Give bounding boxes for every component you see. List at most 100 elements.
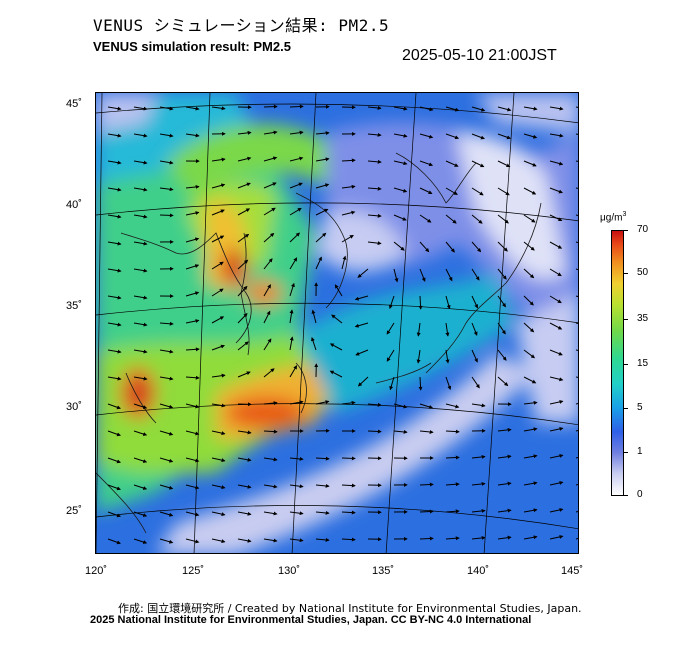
wind-arrow bbox=[133, 295, 148, 300]
lon-label-130: 130˚ bbox=[278, 565, 301, 577]
wind-arrow bbox=[393, 187, 408, 193]
wind-arrow bbox=[133, 457, 148, 463]
wind-arrow bbox=[133, 133, 148, 138]
wind-arrow bbox=[289, 207, 302, 216]
wind-arrow bbox=[357, 268, 369, 278]
wind-arrow bbox=[185, 457, 200, 463]
credit-japanese: 作成: 国立環境研究所 / Created by National Instit… bbox=[118, 602, 582, 615]
wind-arrow bbox=[497, 322, 506, 335]
wind-arrow bbox=[386, 349, 395, 362]
wind-arrow bbox=[416, 322, 421, 337]
lat-label-25: 25˚ bbox=[66, 505, 82, 517]
wind-arrow bbox=[497, 160, 511, 168]
wind-arrow bbox=[523, 481, 538, 486]
wind-arrow bbox=[315, 400, 330, 405]
wind-arrow bbox=[263, 457, 278, 462]
wind-arrow bbox=[445, 376, 452, 391]
wind-arrow bbox=[185, 264, 200, 270]
wind-arrow bbox=[185, 291, 200, 297]
wind-arrow bbox=[549, 535, 564, 540]
wind-arrow bbox=[471, 376, 480, 389]
wind-arrow bbox=[419, 509, 434, 514]
wind-arrow bbox=[211, 430, 226, 436]
wind-arrow bbox=[289, 538, 304, 543]
wind-arrow bbox=[237, 538, 252, 543]
wind-arrow bbox=[523, 160, 537, 167]
wind-arrow bbox=[445, 106, 460, 112]
wind-arrow bbox=[185, 211, 200, 216]
wind-arrow bbox=[419, 403, 434, 409]
wind-arrow bbox=[263, 232, 275, 243]
wind-arrow bbox=[334, 284, 343, 297]
wind-arrow bbox=[237, 457, 252, 462]
wind-arrow bbox=[341, 234, 354, 243]
wind-arrow bbox=[393, 403, 408, 409]
wind-arrow bbox=[354, 295, 369, 301]
wind-arrow bbox=[263, 182, 277, 189]
wind-arrow bbox=[331, 314, 343, 324]
wind-arrow bbox=[289, 511, 304, 516]
wind-arrow bbox=[497, 268, 507, 280]
wind-arrow bbox=[289, 104, 304, 109]
wind-arrow bbox=[445, 509, 460, 514]
wind-arrow bbox=[315, 157, 330, 162]
wind-arrow bbox=[107, 214, 122, 219]
wind-arrow bbox=[416, 349, 421, 364]
wind-arrow bbox=[549, 187, 563, 194]
wind-arrow bbox=[237, 371, 251, 378]
wind-arrow bbox=[211, 209, 225, 216]
wind-arrow bbox=[289, 182, 303, 189]
wind-arrow bbox=[367, 213, 382, 218]
wind-arrow bbox=[185, 106, 200, 111]
wind-arrow bbox=[549, 160, 564, 166]
wind-arrow bbox=[471, 241, 482, 253]
wind-arrow bbox=[107, 376, 122, 381]
wind-arrow bbox=[341, 537, 356, 542]
wind-arrow bbox=[341, 510, 356, 515]
wind-arrow bbox=[107, 160, 122, 165]
wind-arrow bbox=[263, 258, 273, 270]
wind-arrow bbox=[237, 511, 252, 516]
credit-english: 2025 National Institute for Environmenta… bbox=[90, 614, 532, 626]
wind-arrow bbox=[289, 282, 295, 297]
wind-arrow bbox=[341, 255, 347, 270]
wind-arrow bbox=[237, 430, 252, 435]
wind-arrow bbox=[107, 349, 122, 354]
wind-arrow bbox=[549, 400, 564, 405]
wind-arrow bbox=[497, 454, 512, 459]
wind-arrow bbox=[107, 295, 122, 300]
wind-arrow bbox=[386, 322, 395, 335]
wind-arrow bbox=[471, 535, 486, 540]
wind-arrow bbox=[263, 538, 278, 543]
wind-arrow bbox=[341, 400, 356, 405]
wind-arrow bbox=[289, 309, 294, 324]
wind-arrow bbox=[445, 241, 455, 253]
wind-arrow bbox=[159, 106, 174, 111]
wind-arrow bbox=[289, 232, 300, 243]
wind-arrow bbox=[341, 158, 356, 163]
wind-arrow bbox=[159, 133, 174, 138]
wind-arrow bbox=[471, 214, 483, 224]
wind-arrow bbox=[133, 349, 148, 354]
wind-arrow bbox=[393, 160, 408, 166]
wind-arrow bbox=[107, 484, 121, 491]
forecast-timestamp: 2025-05-10 21:00JST bbox=[402, 47, 557, 64]
wind-arrow bbox=[341, 210, 356, 216]
wind-arrow bbox=[237, 182, 251, 189]
wind-arrow bbox=[211, 288, 224, 297]
wind-arrow bbox=[497, 376, 509, 387]
wind-arrow bbox=[445, 268, 453, 282]
wind-arrow bbox=[419, 241, 430, 253]
wind-arrow bbox=[471, 322, 478, 336]
wind-arrow bbox=[185, 538, 200, 544]
wind-arrow bbox=[237, 130, 252, 135]
wind-arrow bbox=[289, 365, 298, 378]
wind-arrow bbox=[393, 133, 408, 138]
wind-arrow bbox=[523, 295, 534, 306]
wind-arrow bbox=[497, 187, 510, 196]
wind-arrow bbox=[471, 106, 486, 112]
wind-arrow bbox=[211, 157, 226, 162]
wind-arrow bbox=[549, 133, 564, 138]
wind-arrow bbox=[357, 376, 369, 387]
wind-arrow bbox=[445, 403, 460, 409]
